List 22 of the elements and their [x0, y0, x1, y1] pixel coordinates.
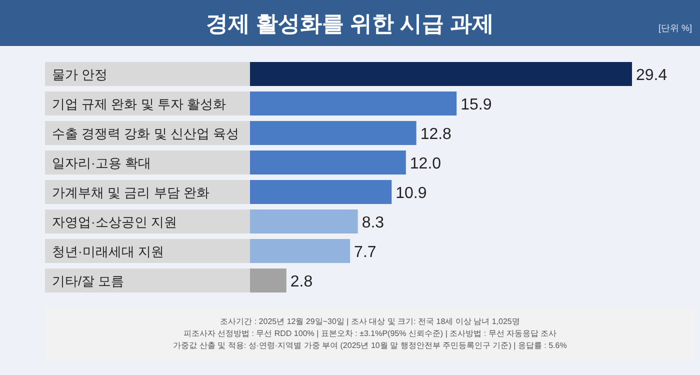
- text: 가중값 산출 및 적용: 성·연령·지역별 가중 부여 (2025년 10월 말 행정안전부 주민등록인구 기준) | 응답률 : 5.6%: [173, 341, 567, 350]
- text: [단위 %]: [658, 23, 692, 33]
- data-label: 2.8: [290, 274, 313, 290]
- data-label: 8.3: [362, 214, 384, 232]
- text: 조사기간 : 2025년 12월 29일~30일 | 조사 대상 및 크기: 전국 18세 이상 남녀 1,025명: [220, 317, 520, 326]
- y-tick-label: 기업 규제 완화 및 투자 활성화: [52, 96, 226, 112]
- y-tick-label: 청년·미래세대 지원: [52, 244, 164, 259]
- text: 피조사자 선정방법 : 무선 RDD 100% | 표본오차 : ±3.1%P(95% 신뢰수준) | 조사방법 : 무선 자동응답 조사: [183, 329, 557, 338]
- data-label: 10.9: [396, 185, 427, 202]
- y-tick-label: 수출 경쟁력 강화 및 신산업 육성: [52, 126, 240, 141]
- data-label: 12.8: [420, 126, 452, 143]
- data-label: 15.9: [460, 96, 492, 114]
- chart-title: 경제 활성화를 위한 시급 과제: [206, 11, 494, 36]
- data-label: 7.7: [354, 244, 376, 261]
- y-tick-label: 일자리·고용 확대: [52, 156, 151, 170]
- data-label: 29.4: [636, 67, 668, 84]
- y-tick-label: 가계부채 및 금리 부담 완화: [52, 185, 210, 200]
- y-tick-label: 물가 안정: [52, 67, 108, 82]
- data-label: 12.0: [410, 156, 442, 172]
- bar: [250, 268, 286, 292]
- y-tick-label: 자영업·소상공인 지원: [52, 214, 177, 230]
- y-tick-label: 기타/잘 모름: [52, 274, 124, 288]
